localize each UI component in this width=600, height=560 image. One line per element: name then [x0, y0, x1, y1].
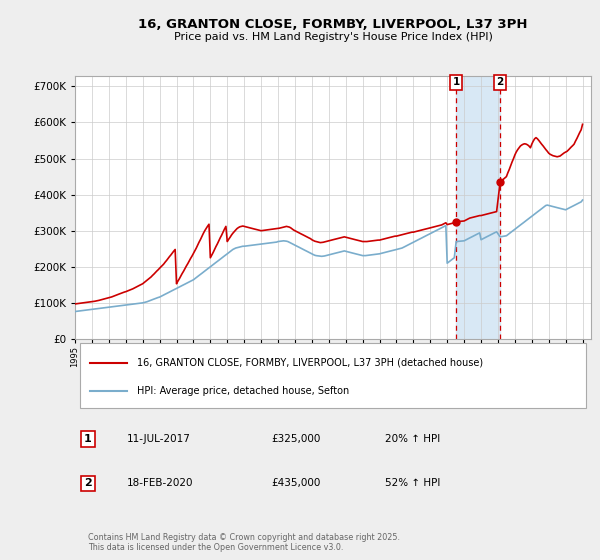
Text: £435,000: £435,000 — [271, 478, 320, 488]
Text: 1: 1 — [452, 77, 460, 87]
Text: 1: 1 — [84, 434, 92, 444]
Text: 2: 2 — [497, 77, 504, 87]
Text: HPI: Average price, detached house, Sefton: HPI: Average price, detached house, Seft… — [137, 386, 349, 396]
Text: £325,000: £325,000 — [271, 434, 320, 444]
Text: 18-FEB-2020: 18-FEB-2020 — [127, 478, 193, 488]
Text: 16, GRANTON CLOSE, FORMBY, LIVERPOOL, L37 3PH: 16, GRANTON CLOSE, FORMBY, LIVERPOOL, L3… — [138, 18, 528, 31]
Text: 52% ↑ HPI: 52% ↑ HPI — [385, 478, 440, 488]
Text: 2: 2 — [84, 478, 92, 488]
Bar — [456, 76, 500, 339]
Text: 20% ↑ HPI: 20% ↑ HPI — [385, 434, 440, 444]
Text: 16, GRANTON CLOSE, FORMBY, LIVERPOOL, L37 3PH (detached house): 16, GRANTON CLOSE, FORMBY, LIVERPOOL, L3… — [137, 358, 483, 368]
Text: 11-JUL-2017: 11-JUL-2017 — [127, 434, 190, 444]
FancyBboxPatch shape — [80, 343, 586, 408]
Text: Contains HM Land Registry data © Crown copyright and database right 2025.
This d: Contains HM Land Registry data © Crown c… — [88, 533, 400, 552]
Text: Price paid vs. HM Land Registry's House Price Index (HPI): Price paid vs. HM Land Registry's House … — [173, 32, 493, 43]
